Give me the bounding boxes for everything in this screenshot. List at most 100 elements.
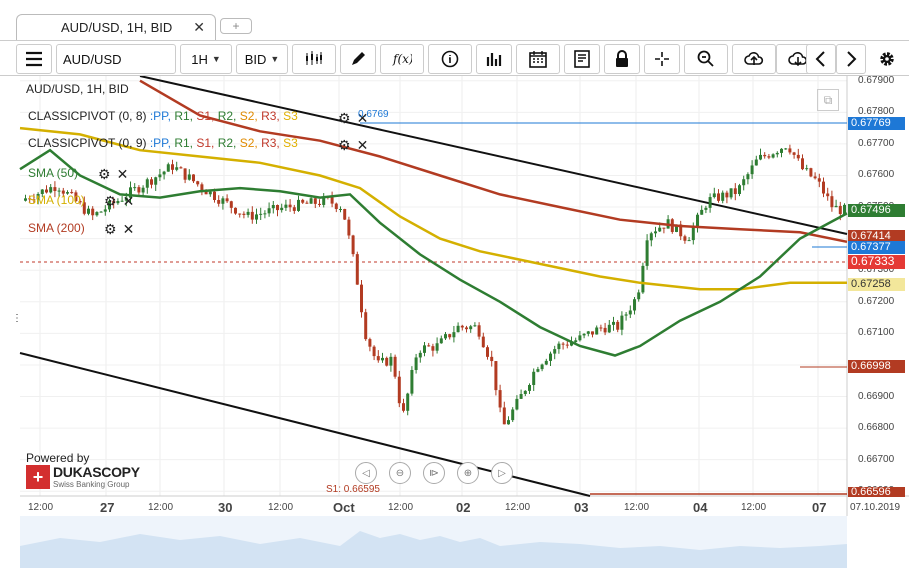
close-tab-icon[interactable]: ✕ [193,19,205,35]
candle-body [364,312,368,340]
candle-body [204,190,208,195]
close-icon[interactable]: ✕ [122,221,135,237]
candle-body [171,164,174,170]
chart-tab[interactable]: AUD/USD, 1H, BID ✕ [16,14,216,40]
candle-body [330,197,334,204]
pivot1-pp: :PP, [149,109,171,123]
info-button[interactable] [428,44,472,74]
sma50-legend: SMA (50) [28,166,79,180]
scroll-right-button[interactable] [836,44,866,74]
candle-body [561,343,565,345]
new-tab-button[interactable]: + [220,18,252,34]
candle-body [95,212,99,216]
candle-body [633,299,636,311]
gear-icon[interactable]: ⚙ [338,110,351,126]
candle-body [368,339,372,347]
sma200-controls: ⚙ ✕ [104,221,134,238]
zoom-button[interactable] [684,44,728,74]
candle-body [675,224,678,232]
candle-body [620,315,624,330]
candle-body [40,189,44,194]
draw-button[interactable] [340,44,376,74]
candle-body [511,409,515,421]
candle-body [544,360,548,365]
pivot1-s3: S3 [283,109,298,123]
hamburger-icon [26,51,42,67]
candle-body [763,154,767,157]
price-label-pp: 0.67769 [848,117,905,130]
x-tick-label: Oct [333,500,355,515]
candle-body [284,204,288,208]
candle-body [691,226,695,241]
y-tick-label: 0.66800 [858,422,895,434]
candle-body [759,154,762,160]
pivot2-pp: :PP, [149,136,171,150]
candle-body [145,179,149,188]
side-select[interactable]: BID ▼ [236,44,288,74]
candle-body [565,344,569,346]
close-icon[interactable]: ✕ [116,166,129,182]
gear-icon[interactable]: ⚙ [98,166,111,182]
x-tick-label: 30 [218,500,233,515]
candle-body [586,331,590,334]
candle-body [792,152,796,155]
chart-area[interactable]: AUD/USD, 1H, BID CLASSICPIVOT (0, 8) :PP… [0,75,909,568]
scroll-left-button[interactable] [806,44,836,74]
side-value: BID [244,51,267,67]
period-select[interactable]: 1H ▼ [180,44,232,74]
candle-body [801,158,804,170]
candle-body [502,407,506,425]
menu-button[interactable] [16,44,52,74]
gear-icon[interactable]: ⚙ [104,221,117,237]
crosshair-button[interactable] [644,44,680,74]
candle-body [179,167,183,169]
reset-button[interactable]: ⧐ [423,462,445,484]
indicators-button[interactable]: f(x) [380,44,424,74]
candle-body [712,193,716,198]
drag-handle-icon[interactable]: ⋮ [12,313,22,324]
toolbar: AUD/USD 1H ▼ BID ▼ f(x) [0,40,909,76]
candle-body [343,208,347,220]
zoom-out-button[interactable]: ⊖ [389,462,411,484]
sma200-legend: SMA (200) [28,221,85,235]
lock-button[interactable] [604,44,640,74]
logo-subtext: Swiss Banking Group [53,480,130,489]
nav-forward-button[interactable]: ▷ [491,462,513,484]
news-button[interactable] [564,44,600,74]
x-tick-label: 07 [812,500,827,515]
gear-icon[interactable]: ⚙ [104,193,117,209]
dukascopy-logo: + DUKASCOPY Swiss Banking Group [26,464,140,489]
candle-body [297,199,300,211]
expand-icon[interactable]: ⧉ [817,89,839,111]
candle-body [628,310,632,315]
candle-body [523,390,527,395]
navigator-area [20,531,847,568]
candle-body [549,353,552,361]
candle-body [515,398,519,410]
settings-button[interactable] [872,44,902,74]
close-icon[interactable]: ✕ [356,137,369,153]
period-value: 1H [191,51,208,67]
logo-text: DUKASCOPY [53,464,140,480]
upload-button[interactable] [732,44,776,74]
chart-type-button[interactable] [292,44,336,74]
close-icon[interactable]: ✕ [122,193,135,209]
candle-body [196,181,200,185]
cloud-upload-icon [744,52,764,65]
volume-button[interactable] [476,44,512,74]
candle-body [406,393,410,411]
sma100-controls: ⚙ ✕ [104,193,134,210]
nav-back-button[interactable]: ◁ [355,462,377,484]
candle-body [70,192,74,194]
close-icon[interactable]: ✕ [356,110,369,126]
price-chart[interactable] [0,75,909,568]
candle-body [465,327,468,330]
gear-icon[interactable]: ⚙ [338,137,351,153]
calendar-button[interactable] [516,44,560,74]
candle-body [830,196,834,208]
candle-body [603,327,607,333]
instrument-select[interactable]: AUD/USD [56,44,176,74]
swiss-cross-icon: + [26,464,50,489]
candle-body [532,371,536,386]
zoom-in-button[interactable]: ⊕ [457,462,479,484]
